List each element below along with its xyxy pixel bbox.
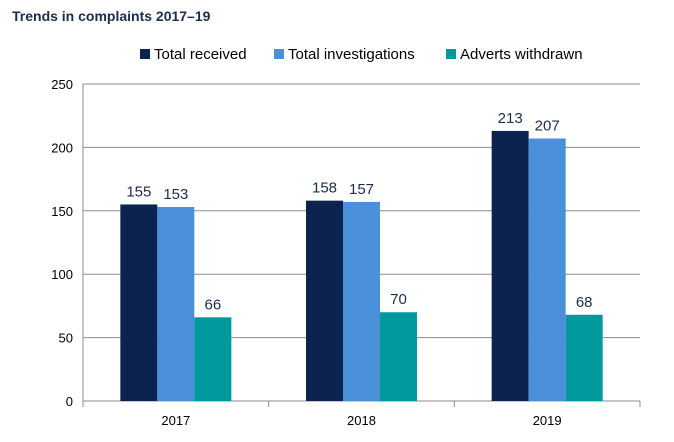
data-label: 157 [349,181,374,198]
data-label: 70 [390,291,407,308]
x-tick-label: 2019 [533,413,562,428]
bar [306,200,343,401]
y-tick-label: 150 [51,204,73,219]
bar [343,201,380,401]
legend-swatch [446,49,456,59]
legend-label: Total investigations [288,46,415,63]
y-tick-label: 200 [51,140,73,155]
y-tick-label: 0 [66,394,73,409]
data-label: 158 [312,180,337,197]
legend: Total received Total investigations Advert… [140,46,583,63]
bar [120,204,158,401]
bar [194,317,232,401]
x-tick-label: 2018 [347,413,376,428]
data-label: 66 [204,296,221,313]
chart-title: Trends in complaints 2017–19 [12,8,211,24]
data-labels: 155 153 66 158 157 70 213 207 68 [126,110,592,313]
legend-label: Total received [154,46,247,63]
data-label: 68 [576,294,593,311]
y-tick-label: 100 [51,267,73,282]
legend-swatch [140,49,150,59]
data-label: 155 [126,183,151,200]
legend-label: Adverts withdrawn [460,46,583,63]
bar [157,206,195,401]
x-tick-label: 2017 [161,413,190,428]
bar [491,130,529,401]
y-tick-label: 250 [51,77,73,92]
legend-swatch [274,49,284,59]
bar [528,138,566,402]
bars [120,130,603,402]
data-label: 213 [498,110,523,127]
y-tick-label: 50 [59,331,73,346]
data-label: 207 [535,118,560,135]
data-label: 153 [163,186,188,203]
bar [565,314,603,401]
bar [380,312,417,401]
